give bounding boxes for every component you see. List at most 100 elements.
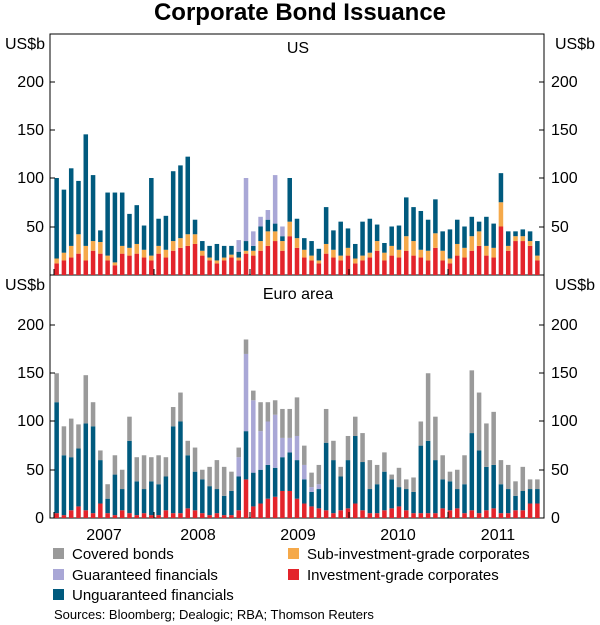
euro-bar-51-covered [425,373,431,441]
euro-bar-5-unguaranteed [90,426,96,514]
us-bar-60-sub-investment-grade [491,247,496,258]
us-bar-10-investment-grade [127,255,132,275]
us-bar-45-unguaranteed [382,242,387,253]
legend-swatch-sub-investment [288,548,299,559]
us-bar-53-investment-grade [440,260,445,275]
source-note: Sources: Bloomberg; Dealogic; RBA; Thoms… [54,607,374,622]
us-bar-1-unguaranteed [61,189,67,253]
euro-bar-13-covered [149,457,154,482]
us-bar-18-sub-investment-grade [185,234,191,246]
us-bar-55-sub-investment-grade [454,243,460,256]
us-bar-54-sub-investment-grade [447,258,453,264]
euro-bar-31-unguaranteed [280,457,285,491]
euro-bar-4-investment-grade [83,510,89,518]
euro-bar-35-covered [309,472,314,488]
euro-bar-16-investment-grade [170,513,176,518]
us-bar-36-sub-investment-grade [316,260,322,264]
us-bar-0-investment-grade [54,263,59,275]
us-ytick-50-right: 50 [551,219,569,236]
us-bar-13-sub-investment-grade [149,255,154,261]
us-bar-66-investment-grade [535,260,540,275]
euro-bar-49-covered [411,477,416,492]
euro-bar-12-investment-grade [141,513,147,518]
euro-bar-51-investment-grade [425,513,431,518]
euro-bar-18-unguaranteed [185,455,191,509]
us-bar-49-unguaranteed [411,207,416,242]
us-bar-59-sub-investment-grade [484,245,489,256]
us-bar-36-investment-grade [316,263,322,275]
euro-bar-27-guaranteed [251,400,256,473]
us-bar-44-unguaranteed [374,224,380,242]
us-bar-36-unguaranteed [316,248,322,261]
euro-bar-0-covered [54,373,59,403]
us-bar-33-investment-grade [294,247,300,275]
us-bar-42-investment-grade [360,260,365,275]
euro-bar-26-investment-grade [243,479,249,518]
us-bar-37-investment-grade [323,253,329,275]
euro-ytick-50-left: 50 [26,462,44,479]
euro-bar-30-covered [272,400,278,415]
us-bar-35-sub-investment-grade [309,255,314,261]
euro-bar-37-investment-grade [323,510,329,518]
euro-bar-54-unguaranteed [447,481,453,511]
euro-bar-11-unguaranteed [134,481,140,516]
euro-bar-29-covered [265,402,271,422]
euro-bar-27-investment-grade [251,506,256,518]
us-bar-50-unguaranteed [418,210,424,250]
euro-bar-17-unguaranteed [178,421,183,514]
us-bar-32-unguaranteed [287,178,292,222]
euro-bar-61-covered [498,460,504,485]
us-bar-8-investment-grade [112,265,118,275]
euro-bar-52-covered [433,416,438,461]
us-bar-31-unguaranteed [280,236,285,242]
euro-bar-61-investment-grade [498,513,504,518]
us-bar-51-unguaranteed [425,219,431,251]
us-bar-20-investment-grade [200,255,205,275]
legend-label-investment-grade: Investment-grade corporates [307,567,499,584]
euro-bar-27-covered [251,390,256,401]
us-bar-47-unguaranteed [396,225,402,250]
euro-ytick-150-left: 150 [17,365,44,382]
euro-bar-23-covered [221,466,227,496]
euro-bar-39-unguaranteed [338,476,343,511]
xtick-2007: 2007 [86,527,122,544]
euro-bar-53-covered [440,455,445,480]
us-bar-35-unguaranteed [309,241,314,256]
euro-bar-64-investment-grade [520,510,526,518]
euro-bar-29-unguaranteed [265,464,271,499]
euro-bar-33-guaranteed [294,435,300,461]
us-bar-66-unguaranteed [535,241,540,256]
us-bar-23-unguaranteed [221,245,227,258]
us-bar-58-unguaranteed [476,221,482,232]
us-bar-49-sub-investment-grade [411,241,416,256]
euro-bar-33-unguaranteed [294,460,300,499]
euro-bar-16-covered [170,407,176,427]
euro-bar-4-unguaranteed [83,423,89,511]
euro-bar-17-investment-grade [178,513,183,518]
legend-swatch-investment-grade [288,569,299,580]
euro-bar-38-covered [331,440,336,461]
us-bar-57-sub-investment-grade [469,236,475,251]
euro-bar-40-unguaranteed [345,460,351,509]
us-bar-51-investment-grade [425,260,431,275]
us-bar-40-investment-grade [345,255,351,275]
us-bar-23-sub-investment-grade [221,257,227,261]
us-bar-33-unguaranteed [294,218,300,239]
us-bar-1-sub-investment-grade [61,252,67,261]
us-bar-10-sub-investment-grade [127,247,132,256]
us-bar-51-sub-investment-grade [425,250,431,261]
us-bar-6-investment-grade [98,253,103,275]
us-bar-48-unguaranteed [404,197,409,237]
euro-bar-31-investment-grade [280,490,285,518]
us-bar-49-investment-grade [411,255,416,275]
euro-bar-54-covered [447,471,453,482]
euro-bar-15-covered [163,457,169,477]
us-bar-32-sub-investment-grade [287,221,292,237]
us-bar-42-sub-investment-grade [360,255,365,261]
us-bar-55-unguaranteed [454,219,460,244]
us-bar-56-investment-grade [462,257,467,275]
legend-swatch-unguaranteed [53,589,64,600]
euro-bar-42-investment-grade [360,510,365,518]
euro-bar-60-covered [491,411,496,465]
us-bar-13-unguaranteed [149,178,154,256]
